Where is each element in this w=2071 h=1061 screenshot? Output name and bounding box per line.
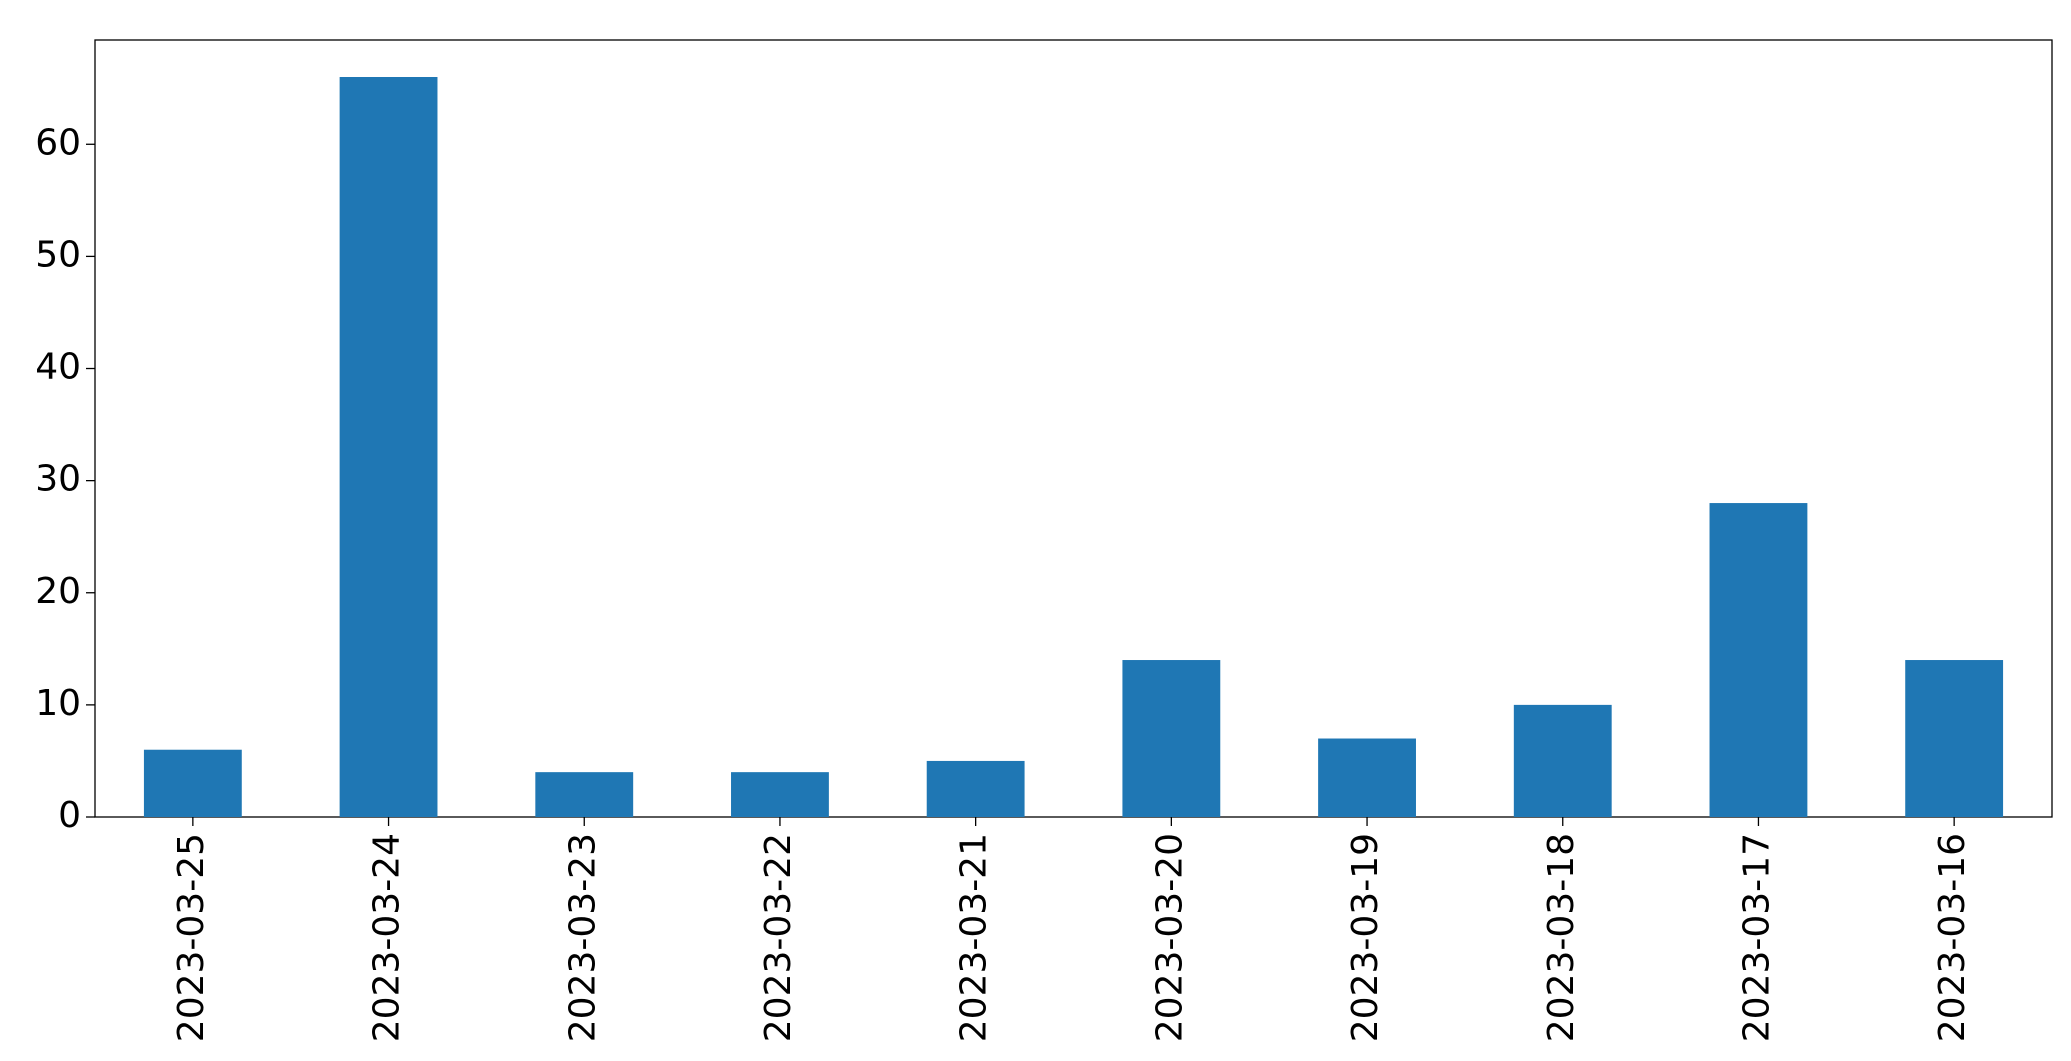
bar xyxy=(535,772,634,817)
x-tick-label: 2023-03-18 xyxy=(1541,833,1582,1042)
y-tick-label: 40 xyxy=(35,347,81,388)
y-tick-label: 0 xyxy=(58,795,81,836)
x-tick-label: 2023-03-24 xyxy=(367,833,408,1042)
x-tick-label: 2023-03-22 xyxy=(758,833,799,1042)
bar xyxy=(1122,660,1221,817)
bar xyxy=(1905,660,2004,817)
bar xyxy=(1513,704,1612,817)
x-tick-label: 2023-03-17 xyxy=(1736,833,1777,1042)
y-tick-label: 10 xyxy=(35,683,81,724)
y-tick-label: 30 xyxy=(35,459,81,500)
bar xyxy=(1318,738,1416,817)
plot-frame xyxy=(94,39,2053,818)
bar xyxy=(926,760,1025,817)
bar xyxy=(1709,503,1808,817)
x-tick-label: 2023-03-23 xyxy=(562,833,603,1042)
x-tick-label: 2023-03-19 xyxy=(1345,833,1386,1042)
y-tick-label: 20 xyxy=(35,571,81,612)
x-tick-label: 2023-03-16 xyxy=(1932,833,1973,1042)
y-tick-label: 60 xyxy=(35,122,81,163)
bar xyxy=(143,749,242,817)
x-tick-label: 2023-03-25 xyxy=(171,833,212,1042)
y-tick-label: 50 xyxy=(35,234,81,275)
x-tick-label: 2023-03-21 xyxy=(954,833,995,1042)
bar xyxy=(339,77,438,817)
bar xyxy=(731,772,829,817)
x-tick-label: 2023-03-20 xyxy=(1149,833,1190,1042)
